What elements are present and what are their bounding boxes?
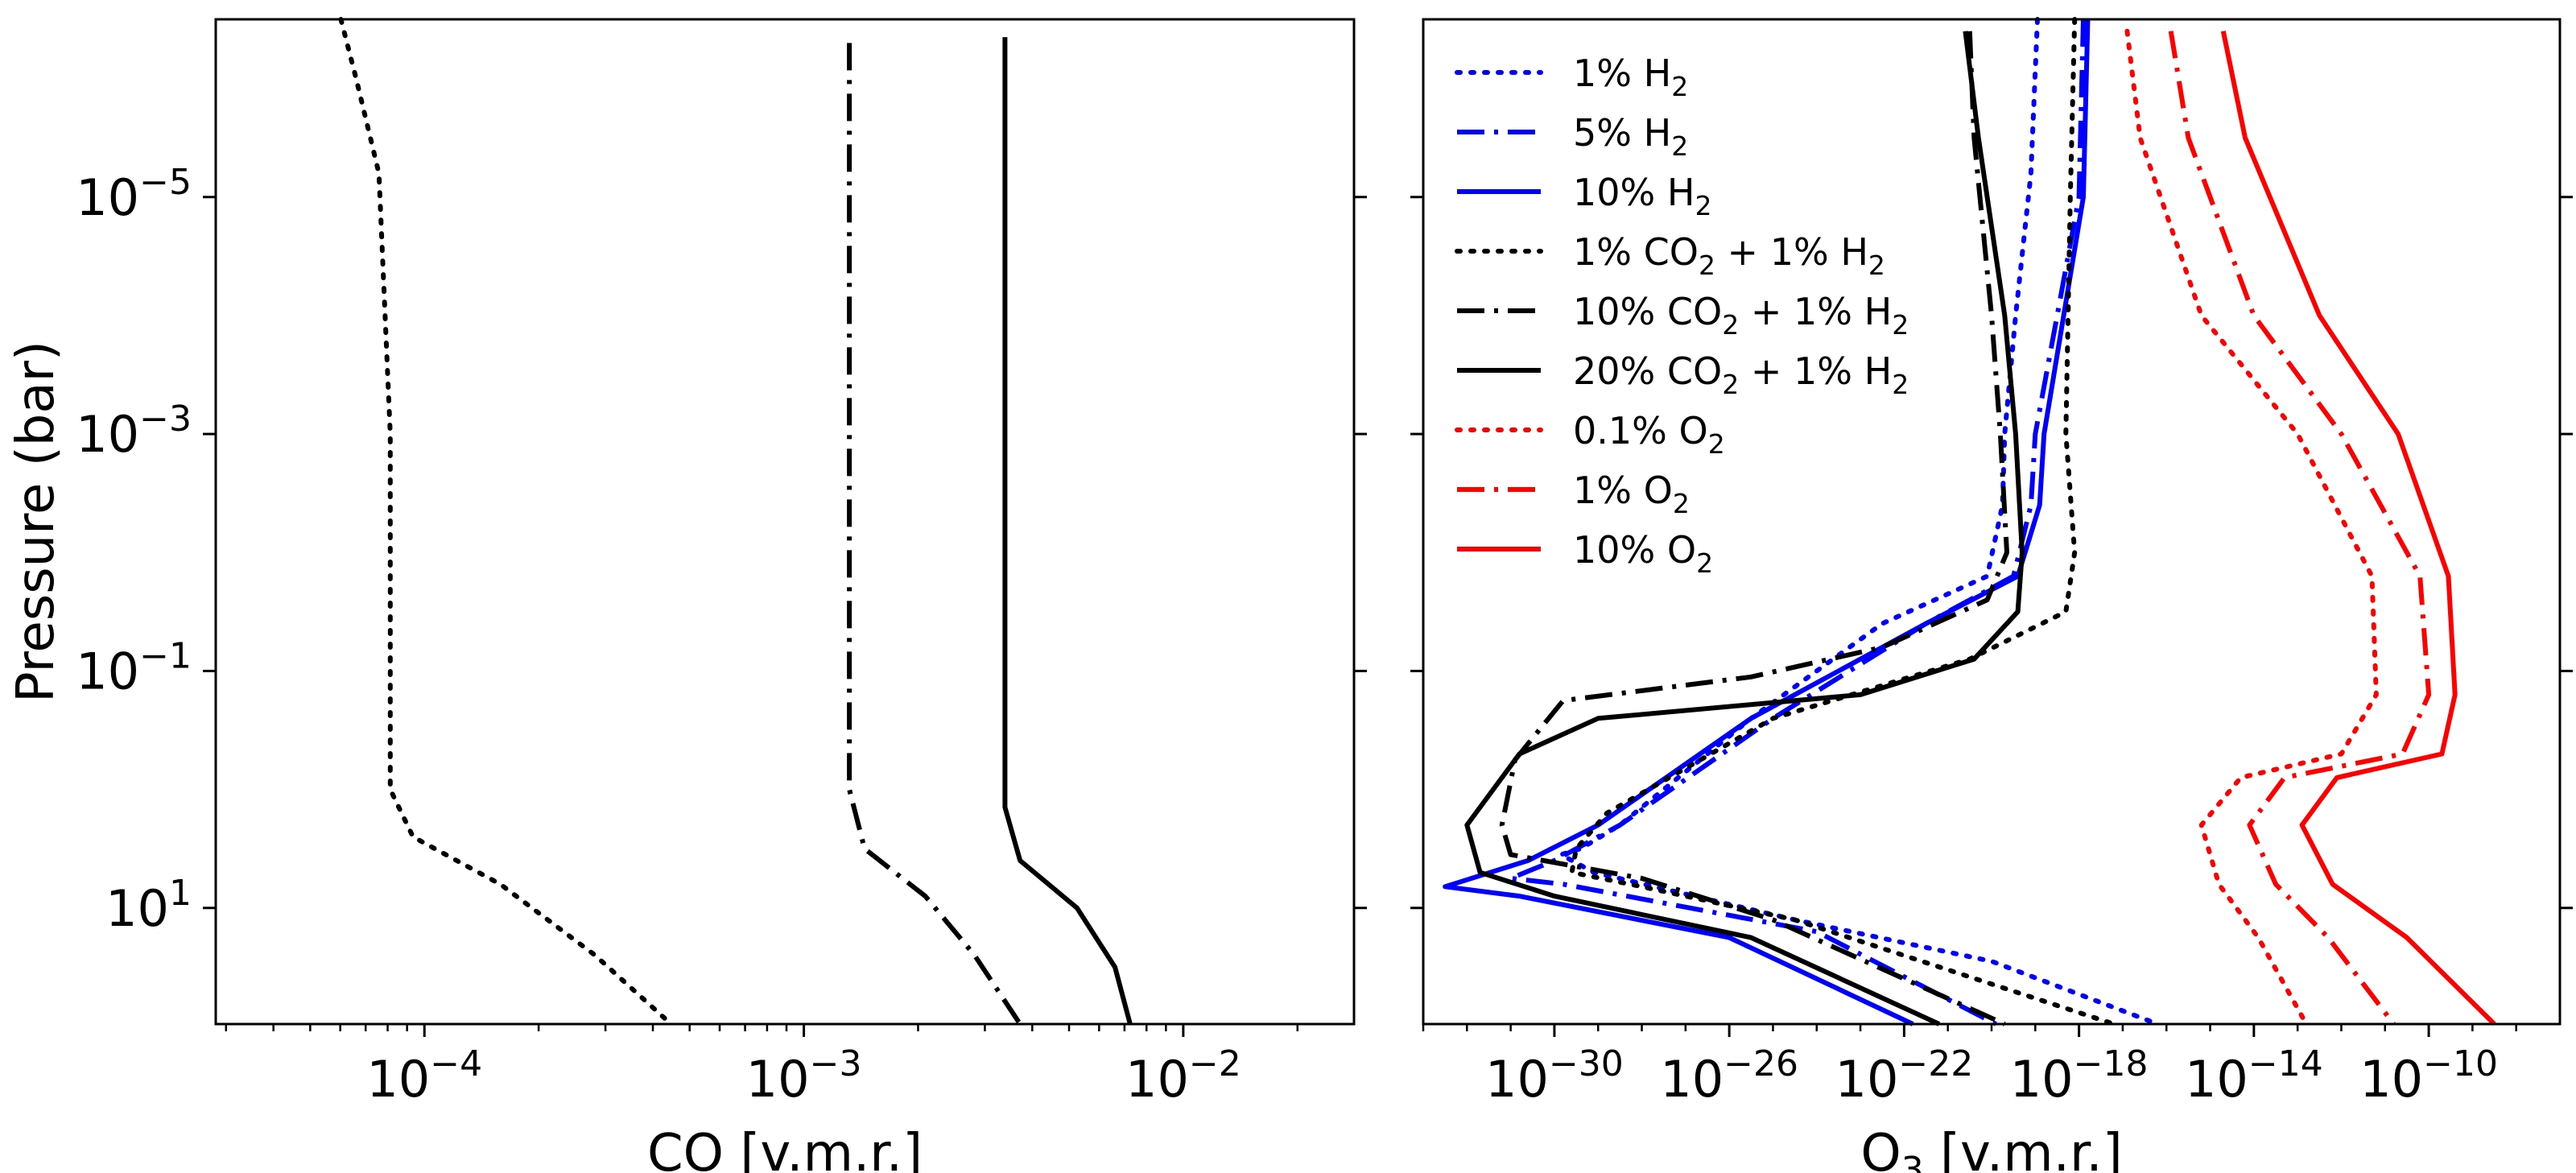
series-line-1: [847, 43, 1022, 1026]
series-line-2: [1443, 19, 2091, 1026]
plot-frame: [214, 18, 1356, 1026]
legend: 1% H2 5% H2 10% H2 1% CO2 + 1% H2 10% CO2 + …: [1455, 52, 1909, 579]
series-line-7: [2168, 31, 2432, 1026]
x-tick-label: 10−14: [2185, 1043, 2323, 1109]
series-line-5: [1464, 31, 2025, 1026]
x-tick-label: 10−10: [2359, 1043, 2498, 1109]
y-tick-label: 10−1: [76, 635, 192, 700]
series-line-2: [1002, 37, 1133, 1025]
series-line-6: [2124, 28, 2379, 1026]
x-axis-label: CO [v.m.r.]: [647, 1124, 923, 1173]
legend-entry: 0.1% O2: [1573, 409, 1725, 460]
x-tick-label: 10−2: [1125, 1043, 1241, 1109]
x-axis-label: O3 [v.m.r.]: [1860, 1124, 2122, 1173]
y-tick-label: 10−3: [76, 399, 192, 464]
x-tick-label: 10−22: [1835, 1043, 1974, 1109]
legend-entry: 1% CO2 + 1% H2: [1573, 230, 1885, 281]
x-tick-label: 10−26: [1660, 1043, 1798, 1109]
legend-entry: 10% CO2 + 1% H2: [1573, 290, 1909, 341]
legend-entry: 10% O2: [1573, 528, 1713, 579]
y-tick-label: 10−5: [76, 162, 192, 227]
y-axis-label: Pressure (bar): [6, 341, 66, 703]
series-line-1: [1508, 19, 2086, 1026]
x-tick-label: 10−3: [746, 1043, 862, 1109]
x-tick-label: 10−30: [1485, 1043, 1624, 1109]
series-line-0: [338, 17, 674, 1026]
series-line-3: [1569, 17, 2117, 1026]
co-profile-panel: 10−4 10−3 10−2 10−5 10−3 10−1 101 CO [v.m.r.] Pr…: [6, 17, 1367, 1173]
y-tick-label: 101: [105, 873, 192, 938]
legend-entry: 20% CO2 + 1% H2: [1573, 349, 1909, 400]
series-line-8: [2220, 31, 2496, 1026]
series-line-4: [1499, 31, 2009, 1026]
x-tick-label: 10−18: [2010, 1043, 2149, 1109]
legend-entry: 5% H2: [1573, 111, 1688, 162]
x-tick-label: 10−4: [366, 1043, 482, 1109]
legend-entry: 1% O2: [1573, 469, 1690, 519]
legend-entry: 10% H2: [1573, 171, 1711, 221]
legend-entry: 1% H2: [1573, 52, 1688, 102]
o3-profile-panel: 10−30 10−26 10−22 10−18 10−14 10−10 O3 [v.m.r.…: [1410, 17, 2573, 1173]
